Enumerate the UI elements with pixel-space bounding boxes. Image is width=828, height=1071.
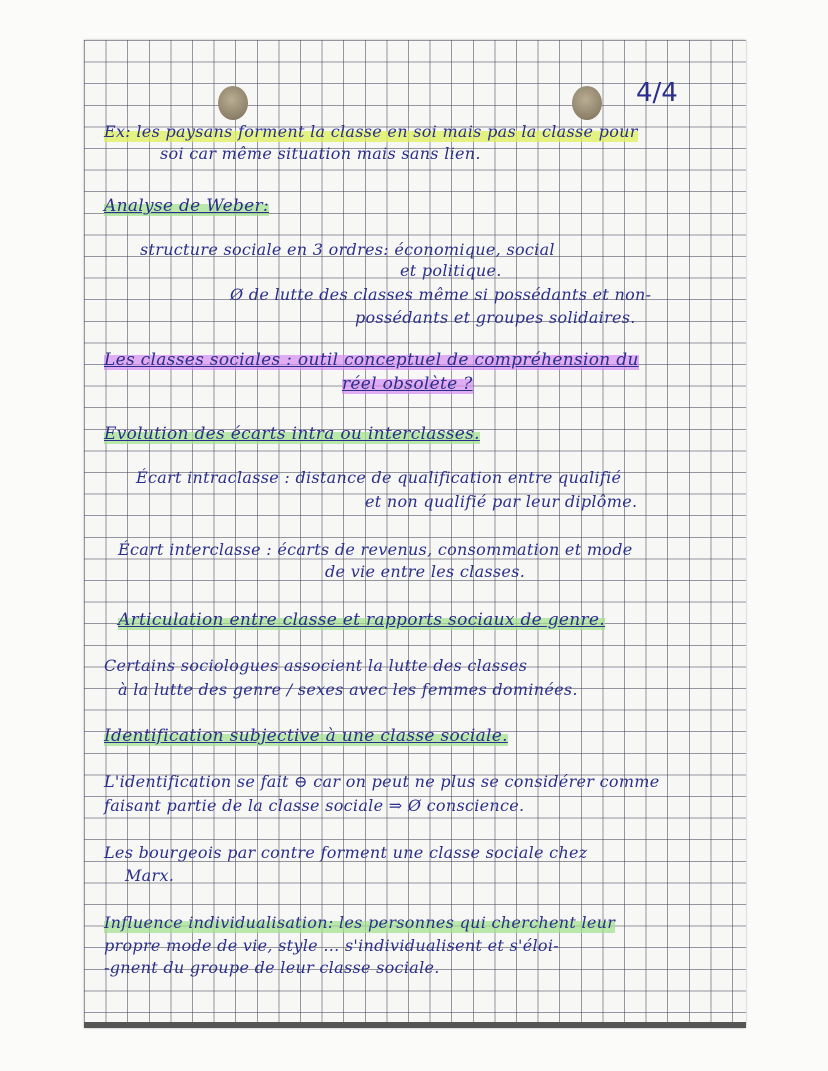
note-line: Les bourgeois par contre forment une cla… bbox=[104, 843, 588, 862]
note-line: et non qualifié par leur diplôme. bbox=[365, 492, 638, 511]
note-line: soi car même situation mais sans lien. bbox=[160, 144, 481, 163]
section-heading: Les classes sociales : outil conceptuel … bbox=[104, 350, 639, 370]
section-heading: Articulation entre classe et rapports so… bbox=[118, 610, 605, 630]
punch-hole-right bbox=[572, 86, 602, 120]
note-line: Certains sociologues associent la lutte … bbox=[104, 656, 528, 675]
page-number: 4/4 bbox=[636, 78, 678, 108]
note-line: Ex: les paysans forment la classe en soi… bbox=[104, 122, 638, 142]
graph-paper-sheet bbox=[84, 40, 746, 1028]
note-line: et politique. bbox=[400, 261, 502, 280]
note-line: structure sociale en 3 ordres: économiqu… bbox=[140, 240, 555, 259]
section-heading: Analyse de Weber: bbox=[104, 196, 269, 216]
note-line: Écart intraclasse : distance de qualific… bbox=[136, 468, 622, 487]
note-line: à la lutte des genre / sexes avec les fe… bbox=[118, 680, 578, 699]
note-line: Écart interclasse : écarts de revenus, c… bbox=[118, 540, 633, 559]
section-heading: réel obsolète ? bbox=[342, 374, 473, 394]
note-line: possédants et groupes solidaires. bbox=[355, 308, 636, 327]
punch-hole-left bbox=[218, 86, 248, 120]
note-line: -gnent du groupe de leur classe sociale. bbox=[104, 958, 440, 977]
note-line: L'identification se fait ⊖ car on peut n… bbox=[104, 772, 660, 791]
note-line: de vie entre les classes. bbox=[325, 562, 526, 581]
section-heading: Identification subjective à une classe s… bbox=[104, 726, 508, 746]
note-line: faisant partie de la classe sociale ⇒ Ø … bbox=[104, 796, 525, 815]
note-line: Marx. bbox=[125, 866, 175, 885]
note-line: Ø de lutte des classes même si possédant… bbox=[230, 285, 652, 304]
note-line: Influence individualisation: les personn… bbox=[104, 913, 616, 933]
section-heading: Evolution des écarts intra ou interclass… bbox=[104, 424, 480, 444]
note-line: propre mode de vie, style ... s'individu… bbox=[104, 936, 559, 955]
paper-edge-shadow bbox=[84, 1022, 746, 1028]
